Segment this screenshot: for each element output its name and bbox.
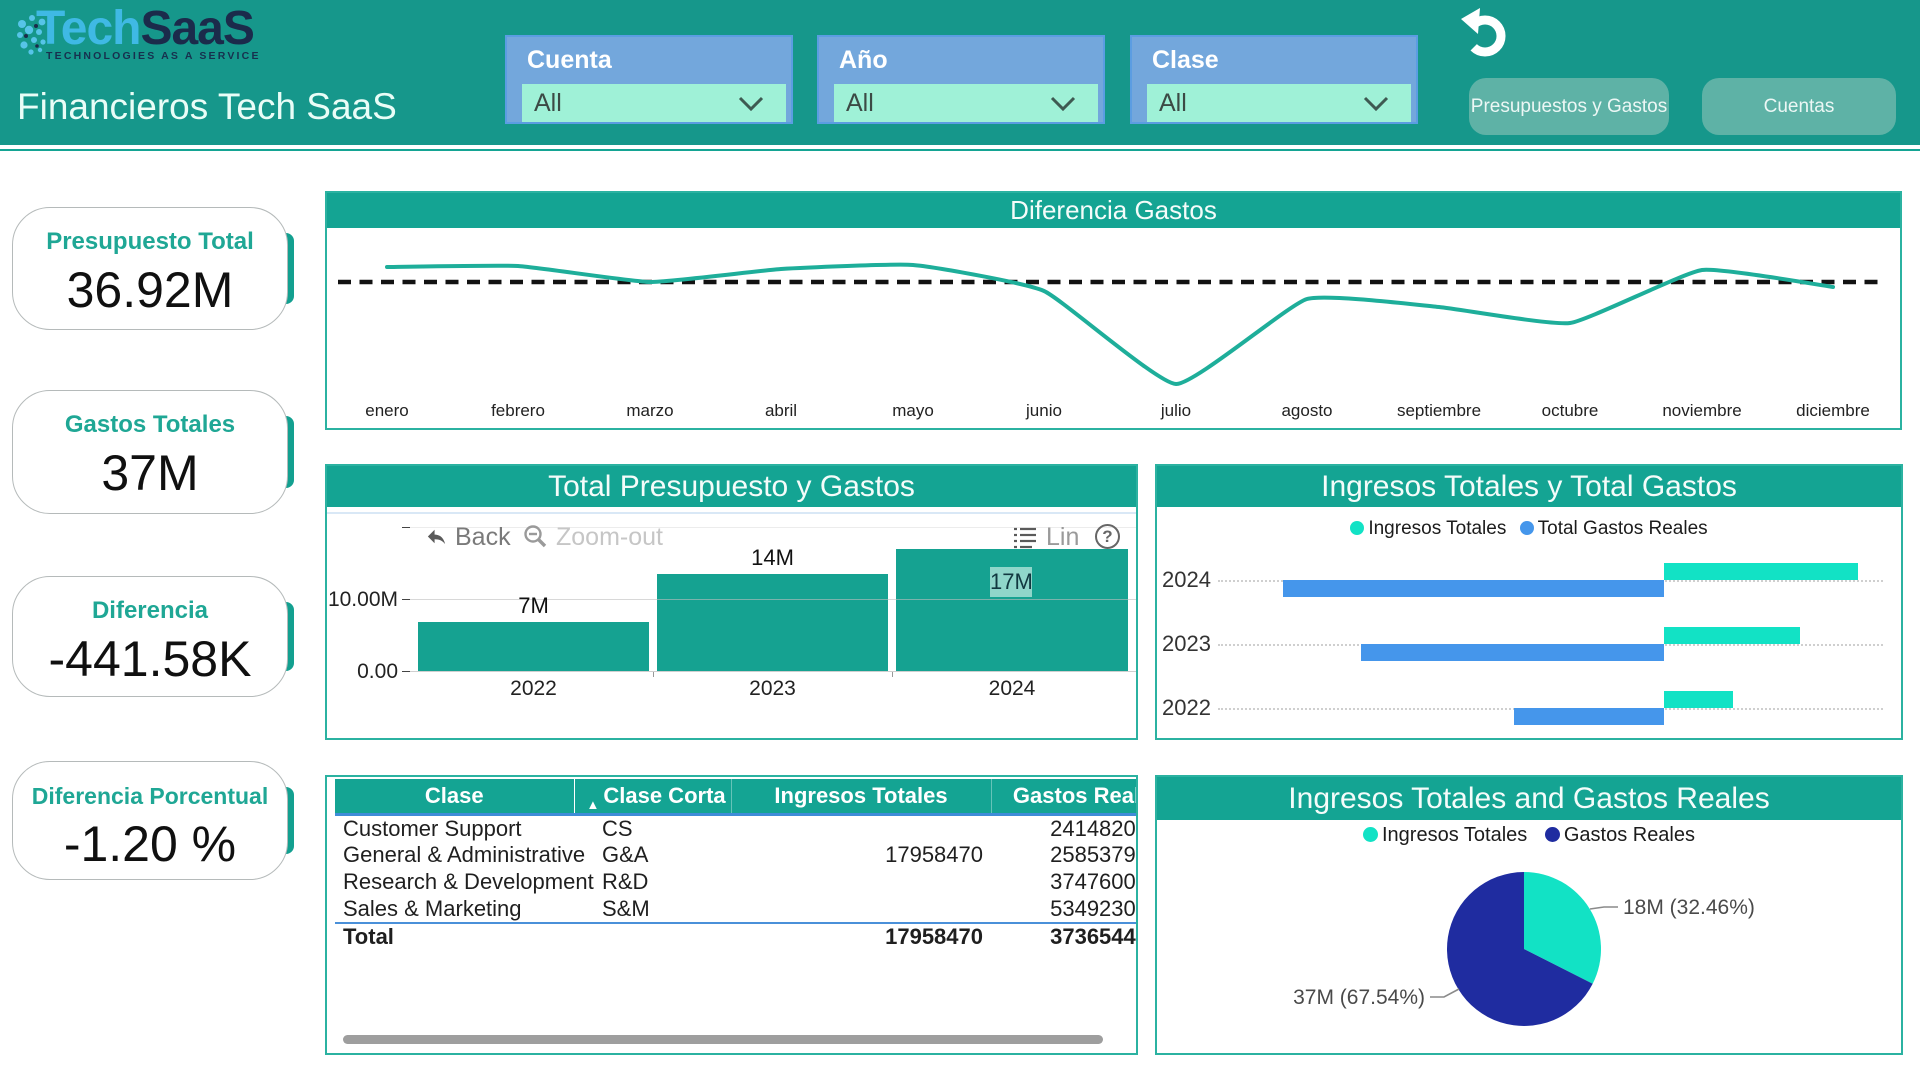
svg-text:octubre: octubre bbox=[1542, 401, 1599, 420]
svg-text:18M (32.46%): 18M (32.46%) bbox=[1623, 896, 1755, 919]
svg-text:septiembre: septiembre bbox=[1397, 401, 1481, 420]
svg-text:junio: junio bbox=[1025, 401, 1062, 420]
svg-text:mayo: mayo bbox=[892, 401, 934, 420]
svg-text:marzo: marzo bbox=[626, 401, 673, 420]
svg-text:abril: abril bbox=[765, 401, 797, 420]
svg-text:noviembre: noviembre bbox=[1662, 401, 1741, 420]
svg-text:agosto: agosto bbox=[1281, 401, 1332, 420]
svg-text:diciembre: diciembre bbox=[1796, 401, 1870, 420]
svg-text:julio: julio bbox=[1160, 401, 1191, 420]
svg-text:enero: enero bbox=[365, 401, 408, 420]
svg-text:37M (67.54%): 37M (67.54%) bbox=[1293, 986, 1425, 1009]
svg-text:febrero: febrero bbox=[491, 401, 545, 420]
